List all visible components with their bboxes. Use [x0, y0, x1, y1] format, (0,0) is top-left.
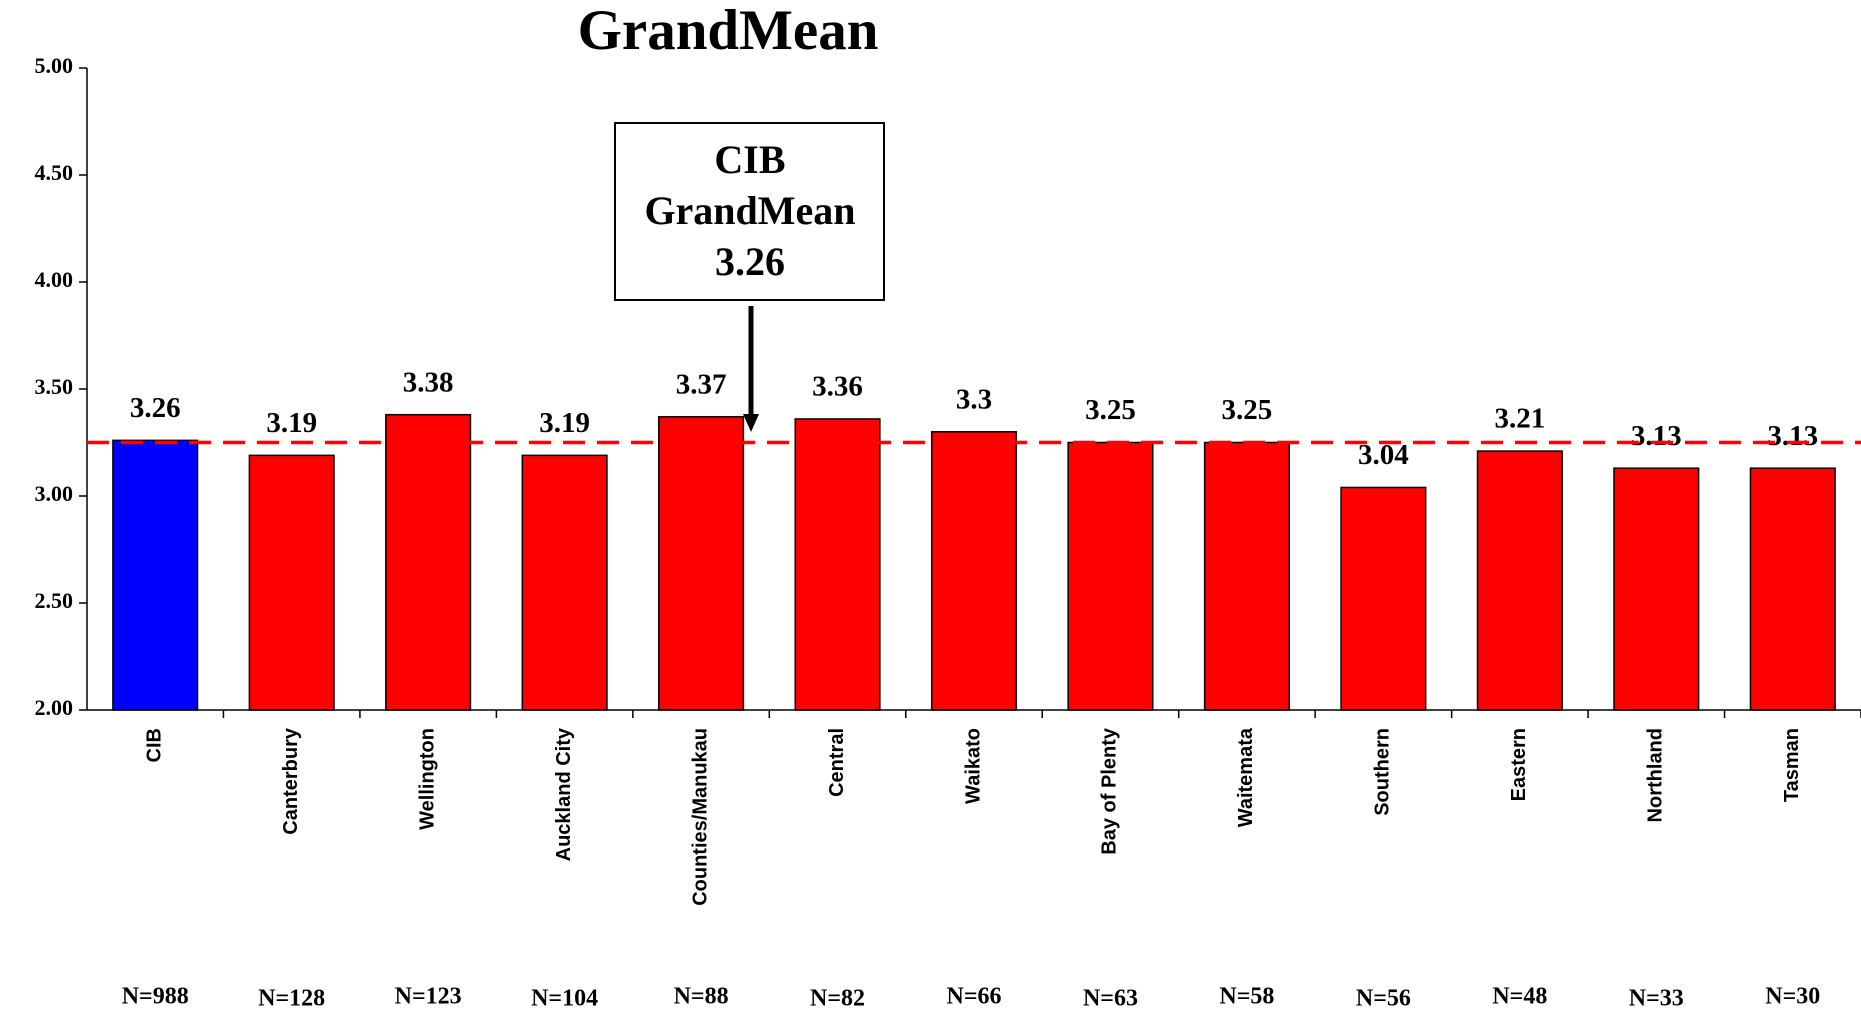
x-tick-label: Waikato [962, 728, 984, 804]
annotation-text: GrandMean [644, 188, 855, 233]
value-label: 3.26 [130, 392, 181, 424]
value-label: 3.04 [1358, 439, 1409, 471]
bar [1613, 467, 1700, 711]
x-tick-label: Waitemata [1235, 727, 1257, 827]
bar [658, 416, 745, 711]
x-tick-label: Central [826, 728, 848, 797]
n-label: N=128 [258, 986, 325, 1012]
bar [794, 418, 881, 711]
annotation-box [614, 122, 885, 301]
x-tick-label: Bay of Plenty [1099, 727, 1121, 855]
y-tick-label: 4.50 [35, 160, 74, 185]
n-label: N=30 [1765, 984, 1820, 1010]
bar [521, 454, 608, 711]
value-label: 3.38 [403, 366, 454, 398]
y-tick-label: 5.00 [35, 53, 74, 78]
n-label: N=66 [946, 984, 1001, 1010]
bar [1067, 441, 1154, 711]
n-label: N=48 [1492, 984, 1547, 1010]
annotation-text: 3.26 [715, 239, 785, 284]
y-tick-label: 2.50 [35, 588, 74, 613]
x-tick-label: Counties/Manukau [689, 728, 711, 906]
n-label: N=82 [810, 986, 865, 1012]
x-tick-label: Wellington [416, 728, 438, 830]
bar [1476, 450, 1563, 711]
x-tick-label: Canterbury [280, 727, 302, 835]
n-label: N=58 [1219, 984, 1274, 1010]
n-label: N=123 [395, 984, 462, 1010]
bar [1749, 467, 1836, 711]
bar [385, 413, 472, 711]
n-label: N=88 [674, 984, 729, 1010]
value-label: 3.19 [266, 407, 317, 439]
value-label: 3.13 [1631, 420, 1682, 452]
bar [930, 431, 1018, 711]
n-label: N=33 [1629, 986, 1684, 1012]
value-label: 3.21 [1494, 403, 1545, 435]
value-label: 3.13 [1767, 420, 1818, 452]
y-tick-label: 3.00 [35, 481, 74, 506]
value-label: 3.19 [539, 407, 590, 439]
x-tick-label: Southern [1372, 728, 1394, 816]
value-label: 3.3 [956, 383, 992, 415]
y-tick-label: 4.00 [35, 267, 74, 292]
y-tick-label: 3.50 [35, 374, 74, 399]
n-label: N=104 [531, 986, 598, 1012]
x-tick-label: Northland [1645, 728, 1667, 822]
y-tick-label: 2.00 [35, 695, 74, 720]
bar [112, 439, 199, 711]
x-tick-label: Eastern [1508, 728, 1530, 801]
bar [1203, 441, 1290, 711]
arrow-head [743, 414, 759, 432]
bar [1340, 486, 1427, 711]
x-tick-label: Auckland City [553, 727, 575, 861]
annotation-text: CIB [714, 137, 785, 182]
chart-title: GrandMean [578, 0, 879, 62]
value-label: 3.36 [812, 371, 863, 403]
value-label: 3.25 [1085, 394, 1136, 426]
n-label: N=56 [1356, 986, 1411, 1012]
value-label: 3.37 [676, 368, 727, 400]
value-label: 3.25 [1222, 394, 1273, 426]
bar [248, 454, 335, 711]
x-tick-label: Tasman [1781, 728, 1803, 802]
n-label: N=63 [1083, 986, 1138, 1012]
n-label: N=988 [122, 984, 189, 1010]
x-tick-label: CIB [144, 728, 166, 762]
